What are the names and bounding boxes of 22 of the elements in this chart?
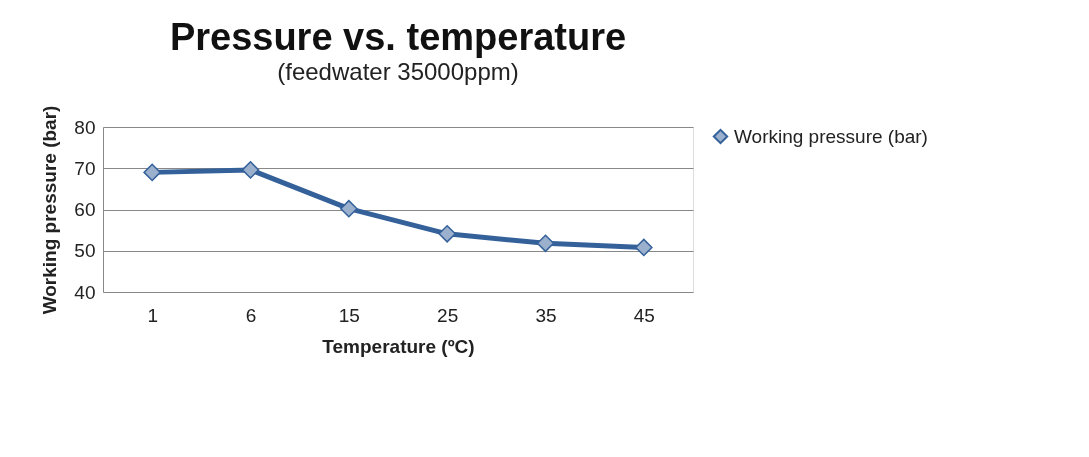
x-tick-label: 15 [338, 304, 360, 326]
point [143, 163, 161, 182]
y-tick-label: 50 [74, 240, 96, 262]
x-tick-label: 45 [633, 304, 655, 326]
x-tick-label: 6 [245, 304, 257, 326]
x-tick-label: 35 [535, 304, 557, 326]
point [438, 225, 456, 243]
chart-title: Pressure vs. temperature [169, 16, 627, 59]
y-tick-label: 40 [74, 281, 96, 303]
y-tick-label: 80 [74, 116, 96, 138]
x-tick-label: 1 [147, 304, 158, 326]
y-axis-title: Working pressure (bar) [39, 105, 61, 315]
chart-subtitle: (feedwater 35000ppm) [277, 58, 519, 86]
x-axis-title: Temperature (ºC) [322, 335, 475, 357]
legend-label: Working pressure (bar) [734, 125, 928, 147]
y-tick-label: 60 [74, 199, 96, 220]
y-tick-label: 70 [74, 157, 96, 179]
point [241, 161, 260, 179]
point [536, 234, 555, 253]
point [635, 238, 653, 257]
x-tick-label: 25 [437, 304, 459, 326]
point [340, 199, 358, 218]
